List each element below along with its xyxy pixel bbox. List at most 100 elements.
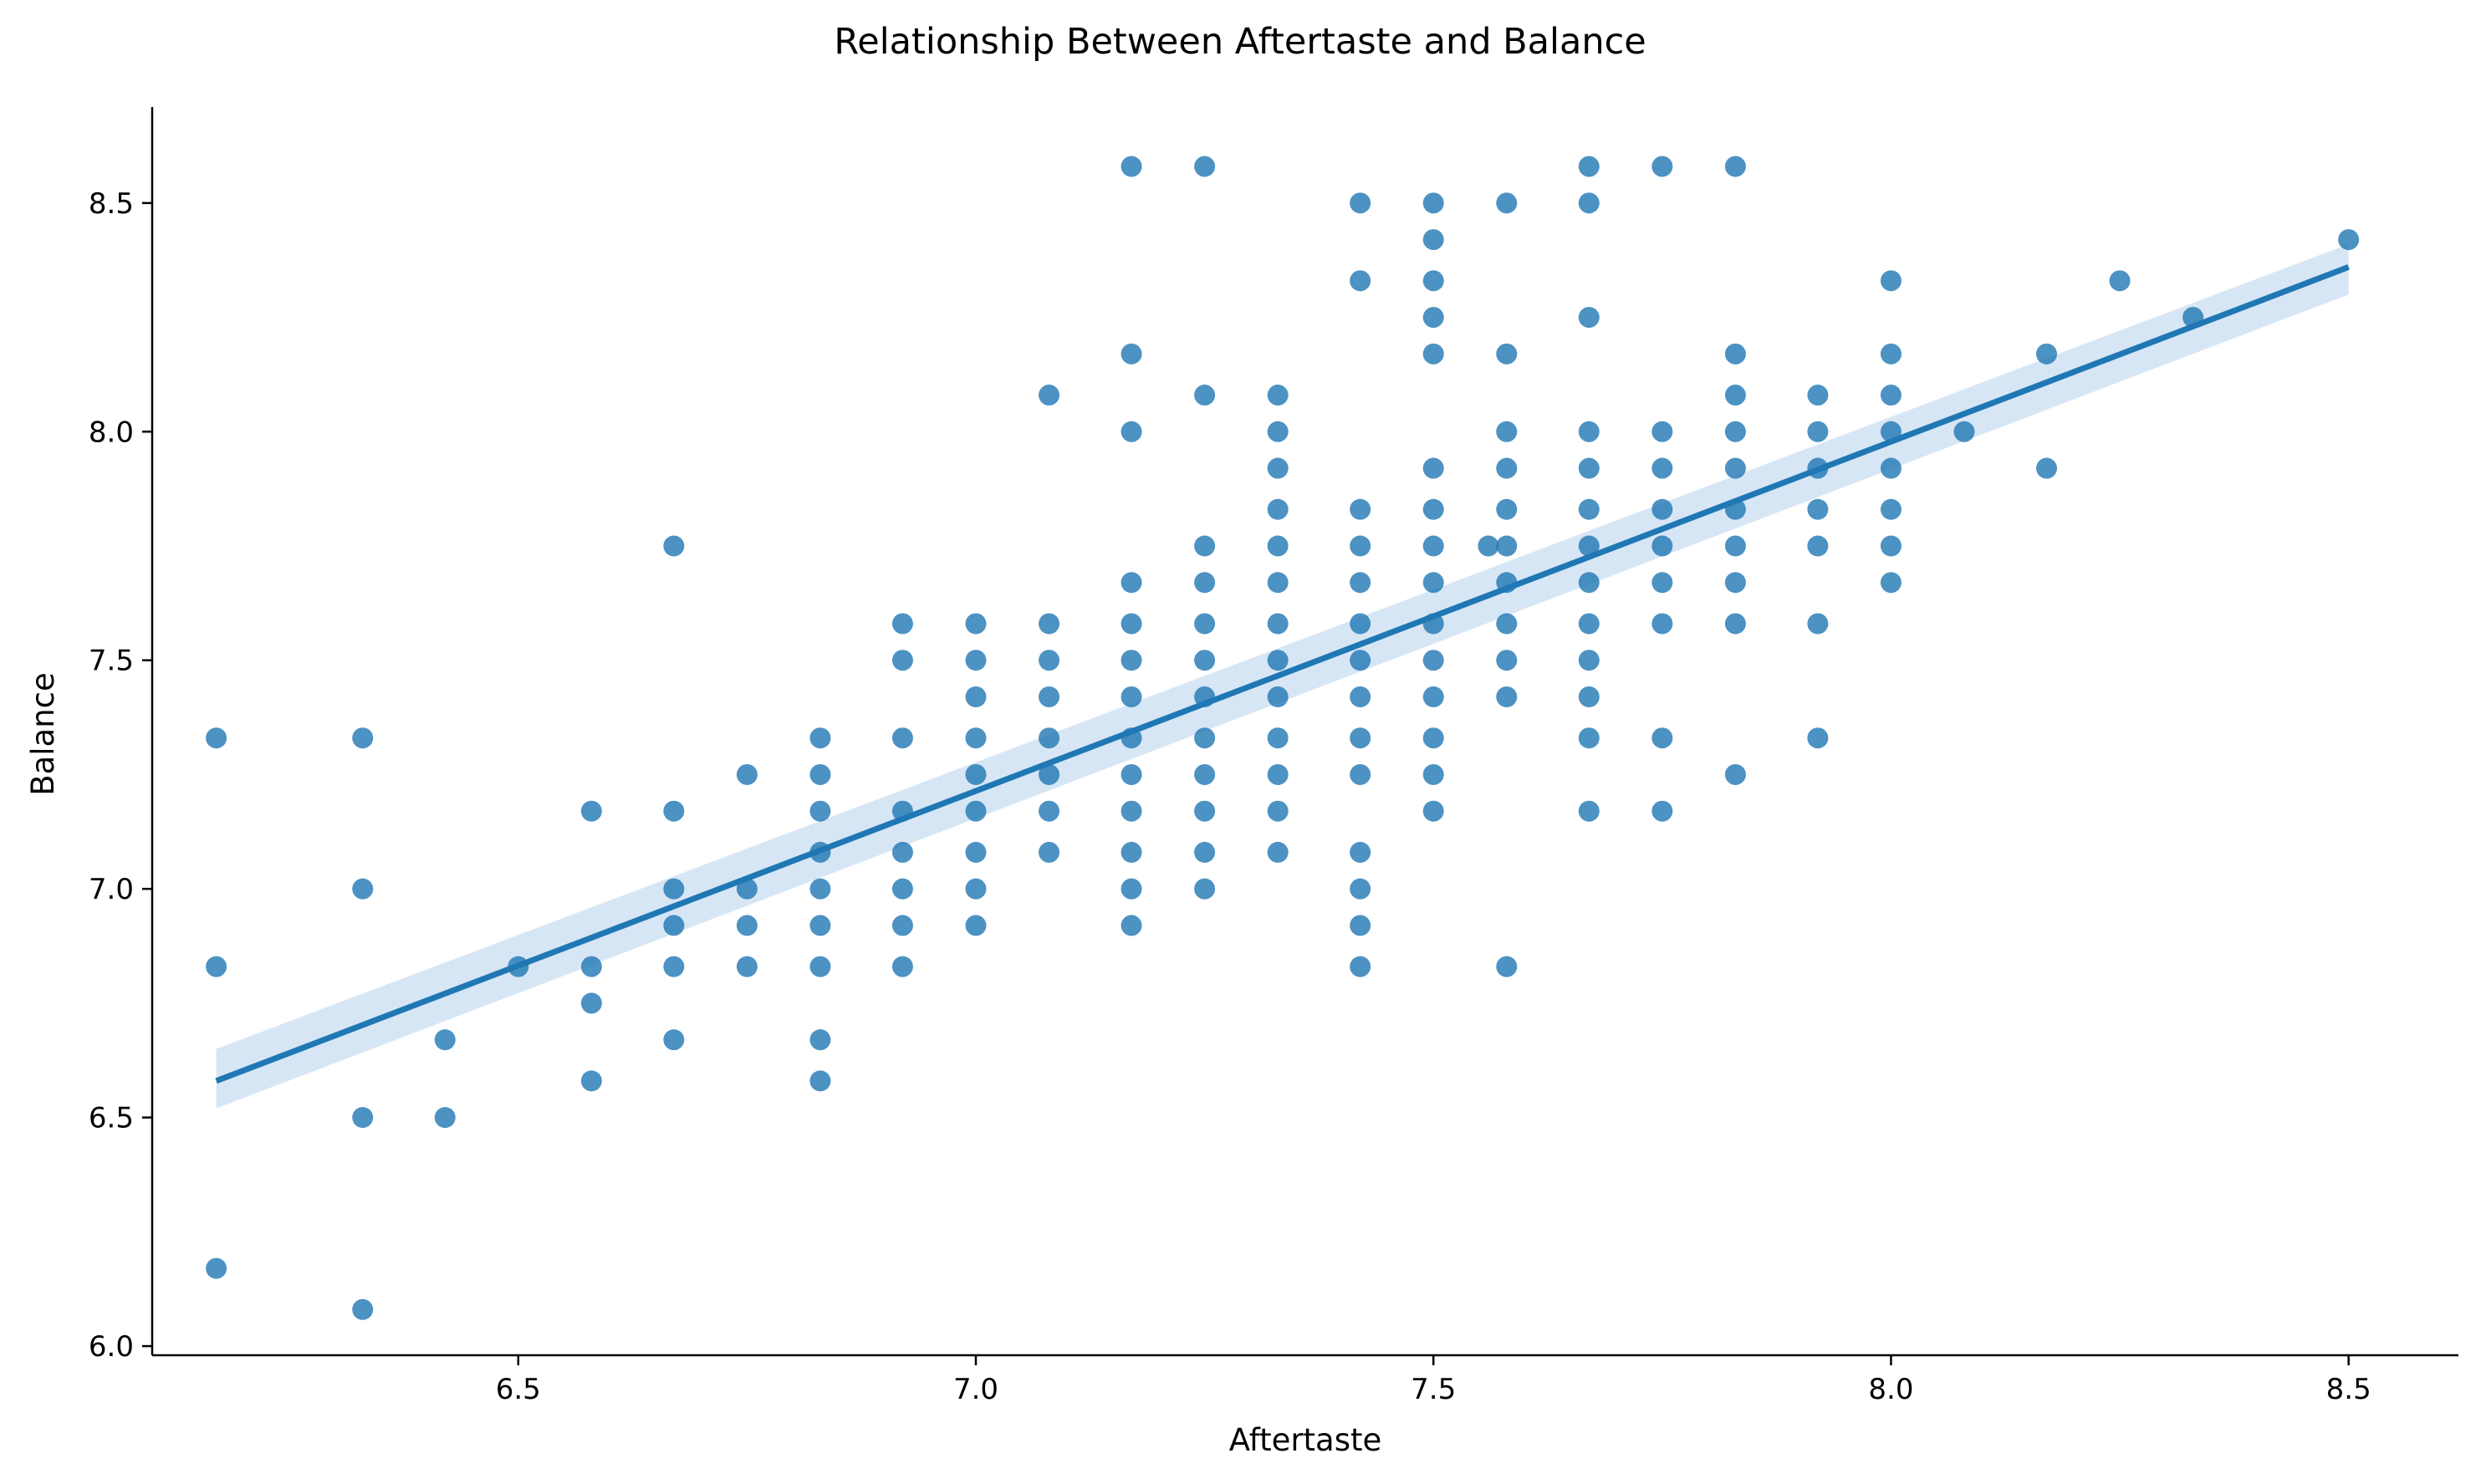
data-point [1724,343,1746,365]
data-point [1724,535,1746,557]
data-point [663,915,685,936]
data-point [1121,650,1142,671]
data-point [1807,613,1829,635]
data-point [809,878,831,900]
points-layer [206,156,2360,1320]
data-point [809,915,831,936]
data-point [1039,613,1060,635]
data-point [1807,498,1829,520]
data-point [1121,156,1142,177]
data-point [1194,535,1216,557]
data-point [891,727,913,749]
data-point [1496,343,1518,365]
data-point [1496,498,1518,520]
data-point [809,727,831,749]
data-point [1651,613,1673,635]
data-point [965,763,987,785]
data-point [1478,535,1499,557]
x-tick-label: 6.5 [496,1373,541,1406]
data-point [891,841,913,863]
data-point [1422,686,1444,707]
data-point [1496,535,1518,557]
data-point [1267,727,1289,749]
data-point [1267,457,1289,479]
data-point [206,727,227,749]
data-point [1578,498,1600,520]
data-point [1121,686,1142,707]
data-point [1496,956,1518,977]
data-point [736,915,758,936]
data-point [1422,498,1444,520]
data-point [1807,421,1829,442]
data-point [1724,613,1746,635]
data-point [1724,572,1746,594]
data-point [1496,686,1518,707]
data-point [965,650,987,671]
x-tick-label: 7.0 [953,1373,998,1406]
data-point [663,956,685,977]
data-point [1121,800,1142,822]
data-point [1039,841,1060,863]
data-point [1039,650,1060,671]
data-point [1651,156,1673,177]
data-point [965,686,987,707]
data-point [1422,192,1444,214]
data-point [1496,421,1518,442]
data-point [1350,956,1371,977]
data-point [1267,841,1289,863]
data-point [965,878,987,900]
data-point [1267,686,1289,707]
data-point [434,1029,456,1051]
data-point [1578,800,1600,822]
data-point [965,841,987,863]
data-point [663,878,685,900]
data-point [1267,421,1289,442]
data-point [1578,686,1600,707]
data-point [580,992,602,1014]
data-point [1350,572,1371,594]
data-point [2036,343,2057,365]
data-point [1121,572,1142,594]
x-axis-label: Aftertaste [1229,1422,1382,1458]
data-point [1267,613,1289,635]
data-point [1194,763,1216,785]
data-point [965,727,987,749]
data-point [1267,535,1289,557]
data-point [1039,385,1060,406]
x-tick-label: 8.0 [1868,1373,1913,1406]
data-point [663,800,685,822]
data-point [1194,385,1216,406]
data-point [1350,763,1371,785]
data-point [1422,343,1444,365]
data-point [1578,421,1600,442]
data-point [965,915,987,936]
data-point [1422,763,1444,785]
data-point [1267,800,1289,822]
y-tick-label: 7.5 [89,645,134,678]
data-point [1422,572,1444,594]
data-point [1578,613,1600,635]
data-point [1121,915,1142,936]
data-point [1267,572,1289,594]
data-point [1267,650,1289,671]
data-point [1880,572,1902,594]
x-ticks: 6.5 7.0 7.5 8.0 8.5 [496,1355,2371,1406]
data-point [1880,498,1902,520]
regression-line [215,264,2350,1084]
data-point [1422,727,1444,749]
data-point [891,650,913,671]
data-point [1496,192,1518,214]
data-point [352,878,374,900]
data-point [891,915,913,936]
data-point [1267,385,1289,406]
data-point [206,1257,227,1279]
data-point [580,956,602,977]
x-tick-label: 8.5 [2326,1373,2371,1406]
data-point [1724,156,1746,177]
data-point [1121,763,1142,785]
data-point [1880,270,1902,292]
data-point [1724,763,1746,785]
data-point [1194,613,1216,635]
data-point [1496,613,1518,635]
